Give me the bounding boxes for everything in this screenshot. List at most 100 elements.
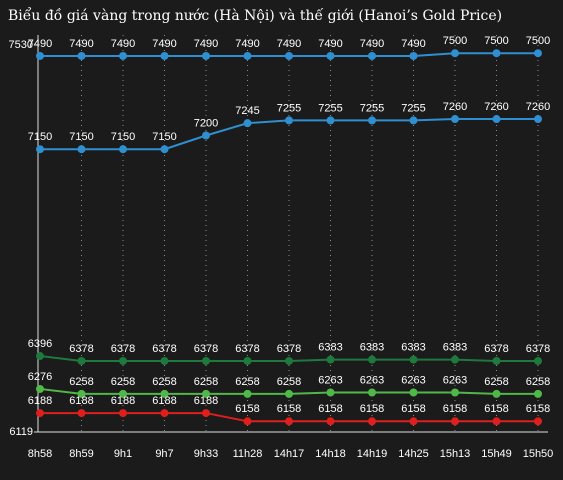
data-point [492,115,501,124]
data-label: 6258 [277,376,301,388]
data-point [368,116,376,125]
data-point [451,388,459,397]
data-label: 7260 [526,101,550,113]
data-point [285,51,293,60]
data-label: 7490 [194,38,218,50]
data-point [119,145,127,154]
data-point [451,49,459,58]
x-tick-label: 9h33 [194,448,218,460]
data-label: 6158 [443,403,467,415]
data-point [119,356,127,365]
data-label: 7490 [277,38,301,50]
data-point [243,417,252,426]
x-tick-label: 8h59 [69,448,93,460]
data-point [326,388,335,397]
data-point [451,417,459,426]
data-label: 7490 [401,38,425,50]
data-label: 6383 [401,341,425,353]
data-point [285,417,293,426]
data-label: 7500 [443,35,467,47]
data-label: 6276 [28,371,52,383]
data-label: 7490 [152,38,176,50]
data-point [36,51,44,60]
data-label: 6396 [28,338,52,350]
x-tick-label: 15h49 [481,448,512,460]
data-label: 6158 [360,403,384,415]
data-point [451,115,459,124]
data-label: 7245 [235,105,259,117]
data-label: 6258 [111,376,135,388]
x-tick-label: 15h13 [440,448,471,460]
data-label: 6383 [443,341,467,353]
y-tick-label: 7530 [9,39,33,51]
data-point [77,145,86,154]
data-point [202,131,210,140]
data-point [77,409,86,418]
data-label: 6263 [318,374,342,386]
x-tick-label: 14h18 [315,448,346,460]
data-label: 7500 [526,35,550,47]
data-label: 7490 [28,38,52,50]
data-point [368,355,376,364]
data-point [160,51,169,60]
data-label: 6258 [194,376,218,388]
data-label: 6188 [69,395,93,407]
data-point [492,49,501,58]
data-label: 7490 [360,38,384,50]
data-label: 7150 [69,131,93,143]
data-label: 6258 [235,376,259,388]
data-label: 7490 [318,38,342,50]
data-label: 6188 [194,395,218,407]
data-label: 7150 [111,131,135,143]
data-point [326,417,335,426]
data-label: 6158 [235,403,259,415]
data-label: 6188 [152,395,176,407]
data-label: 6378 [484,343,508,355]
data-point [492,417,501,426]
data-label: 6383 [318,341,342,353]
data-label: 6258 [69,376,93,388]
data-point [451,355,459,364]
data-label: 6383 [360,341,384,353]
data-point [409,116,418,125]
data-point [36,352,44,361]
data-point [160,145,169,154]
data-label: 7255 [318,102,342,114]
data-point [202,51,210,60]
data-label: 6378 [235,343,259,355]
data-point [492,389,501,398]
data-point [368,51,376,60]
data-label: 6158 [318,403,342,415]
data-point [202,409,210,418]
data-point [243,389,252,398]
x-tick-label: 15h50 [523,448,554,460]
x-tick-label: 8h58 [28,448,52,460]
data-point [534,356,542,365]
data-label: 6378 [69,343,93,355]
data-label: 6263 [401,374,425,386]
data-point [160,409,169,418]
data-point [36,145,44,154]
data-point [326,51,335,60]
data-label: 6378 [152,343,176,355]
data-point [285,356,293,365]
data-point [368,388,376,397]
data-label: 6378 [111,343,135,355]
data-point [534,49,542,58]
x-tick-label: 9h1 [114,448,132,460]
data-label: 6158 [526,403,550,415]
data-point [202,356,210,365]
data-label: 6258 [152,376,176,388]
y-tick-label: 6119 [9,426,33,438]
data-label: 6263 [443,374,467,386]
data-label: 7500 [484,35,508,47]
data-label: 7255 [277,102,301,114]
data-label: 7255 [401,102,425,114]
data-label: 7260 [443,101,467,113]
data-label: 7150 [28,131,52,143]
data-label: 6188 [111,395,135,407]
data-point [409,417,418,426]
data-point [160,356,169,365]
x-tick-label: 11h28 [233,448,263,460]
